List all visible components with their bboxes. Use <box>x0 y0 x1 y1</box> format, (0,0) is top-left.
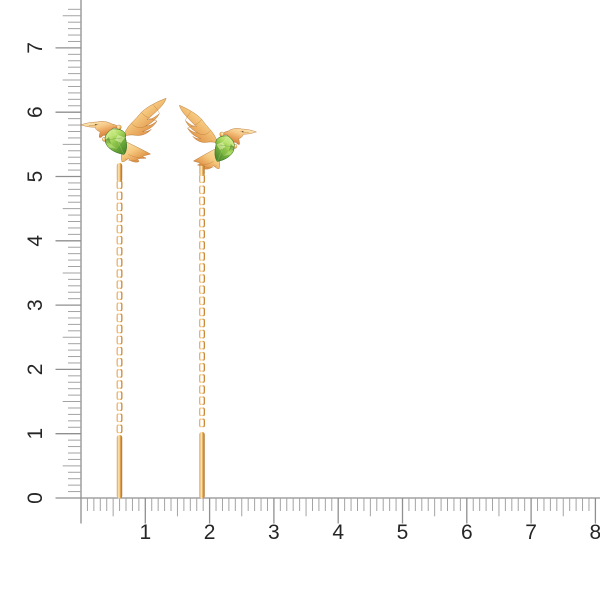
svg-text:6: 6 <box>24 106 47 118</box>
svg-text:4: 4 <box>24 235 47 247</box>
svg-text:3: 3 <box>268 521 280 544</box>
svg-text:6: 6 <box>461 521 473 544</box>
svg-text:5: 5 <box>397 521 409 544</box>
svg-text:3: 3 <box>24 299 47 311</box>
svg-text:0: 0 <box>24 492 47 504</box>
svg-text:1: 1 <box>24 428 47 440</box>
svg-text:2: 2 <box>24 364 47 376</box>
svg-text:5: 5 <box>24 171 47 183</box>
svg-text:8: 8 <box>590 521 600 544</box>
svg-text:4: 4 <box>332 521 344 544</box>
svg-text:2: 2 <box>204 521 216 544</box>
svg-text:7: 7 <box>525 521 537 544</box>
svg-text:7: 7 <box>24 42 47 54</box>
svg-text:1: 1 <box>139 521 151 544</box>
